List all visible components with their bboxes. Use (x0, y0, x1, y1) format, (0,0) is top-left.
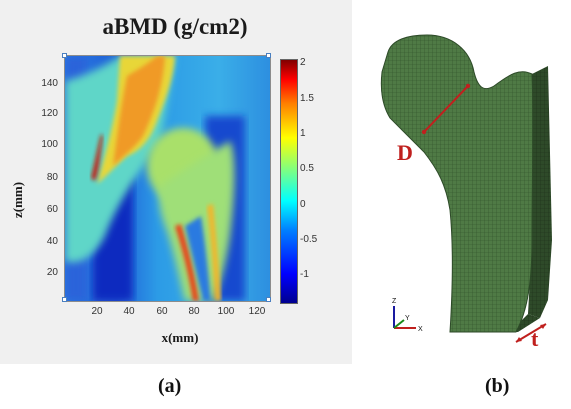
y-tick: 20 (46, 267, 58, 278)
x-tick: 60 (156, 306, 168, 317)
x-axis-label: x(mm) (161, 330, 199, 345)
triad-z-label: Z (392, 298, 397, 305)
y-axis-label: z(mm) (10, 181, 25, 218)
label-t: t (531, 326, 539, 351)
colorbar-tick: -0.5 (300, 234, 318, 245)
dimension-t-line (515, 323, 547, 343)
x-tick: 80 (188, 306, 200, 317)
x-tick: 120 (248, 306, 266, 317)
colorbar-tick: 0 (300, 199, 306, 210)
dimension-D-end (421, 129, 427, 135)
caption-b: (b) (485, 375, 510, 397)
y-tick: 40 (46, 236, 58, 247)
abmd-panel: aBMD (g/cm2) (0, 0, 352, 364)
label-D: D (397, 140, 413, 165)
dimension-t-arrows (516, 324, 546, 342)
y-tick: 140 (41, 78, 58, 89)
colorbar-tick: 0.5 (300, 163, 314, 174)
x-tick: 20 (91, 306, 103, 317)
femur-side-face (528, 66, 552, 318)
colorbar-tick: 2 (300, 57, 306, 68)
plot-handle-bl[interactable] (62, 297, 67, 302)
plot-handle-tl[interactable] (62, 53, 67, 58)
y-tick: 120 (41, 108, 58, 119)
x-tick: 100 (217, 306, 235, 317)
abmd-title: aBMD (g/cm2) (102, 14, 248, 39)
caption-a: (a) (158, 375, 182, 397)
colorbar-tick: 1 (300, 128, 306, 139)
y-tick: 100 (41, 139, 58, 150)
y-tick: 80 (46, 172, 58, 183)
plot-handle-br[interactable] (266, 297, 271, 302)
triad-y-label: Y (405, 315, 410, 322)
x-tick: 40 (123, 306, 135, 317)
triad-x-label: X (418, 326, 423, 333)
abmd-heatmap (62, 53, 271, 302)
plot-handle-tr[interactable] (266, 53, 271, 58)
colorbar-tick: -1 (300, 269, 309, 280)
femur-mesh-model (380, 34, 552, 343)
y-tick: 60 (46, 204, 58, 215)
abmd-heatmap-image (65, 56, 270, 301)
dimension-D-end (465, 83, 471, 89)
femur-front-face (380, 34, 534, 333)
dimension-D-line (423, 85, 469, 133)
colorbar (280, 59, 298, 304)
axis-triad-icon (393, 306, 416, 329)
colorbar-tick: 1.5 (300, 93, 314, 104)
